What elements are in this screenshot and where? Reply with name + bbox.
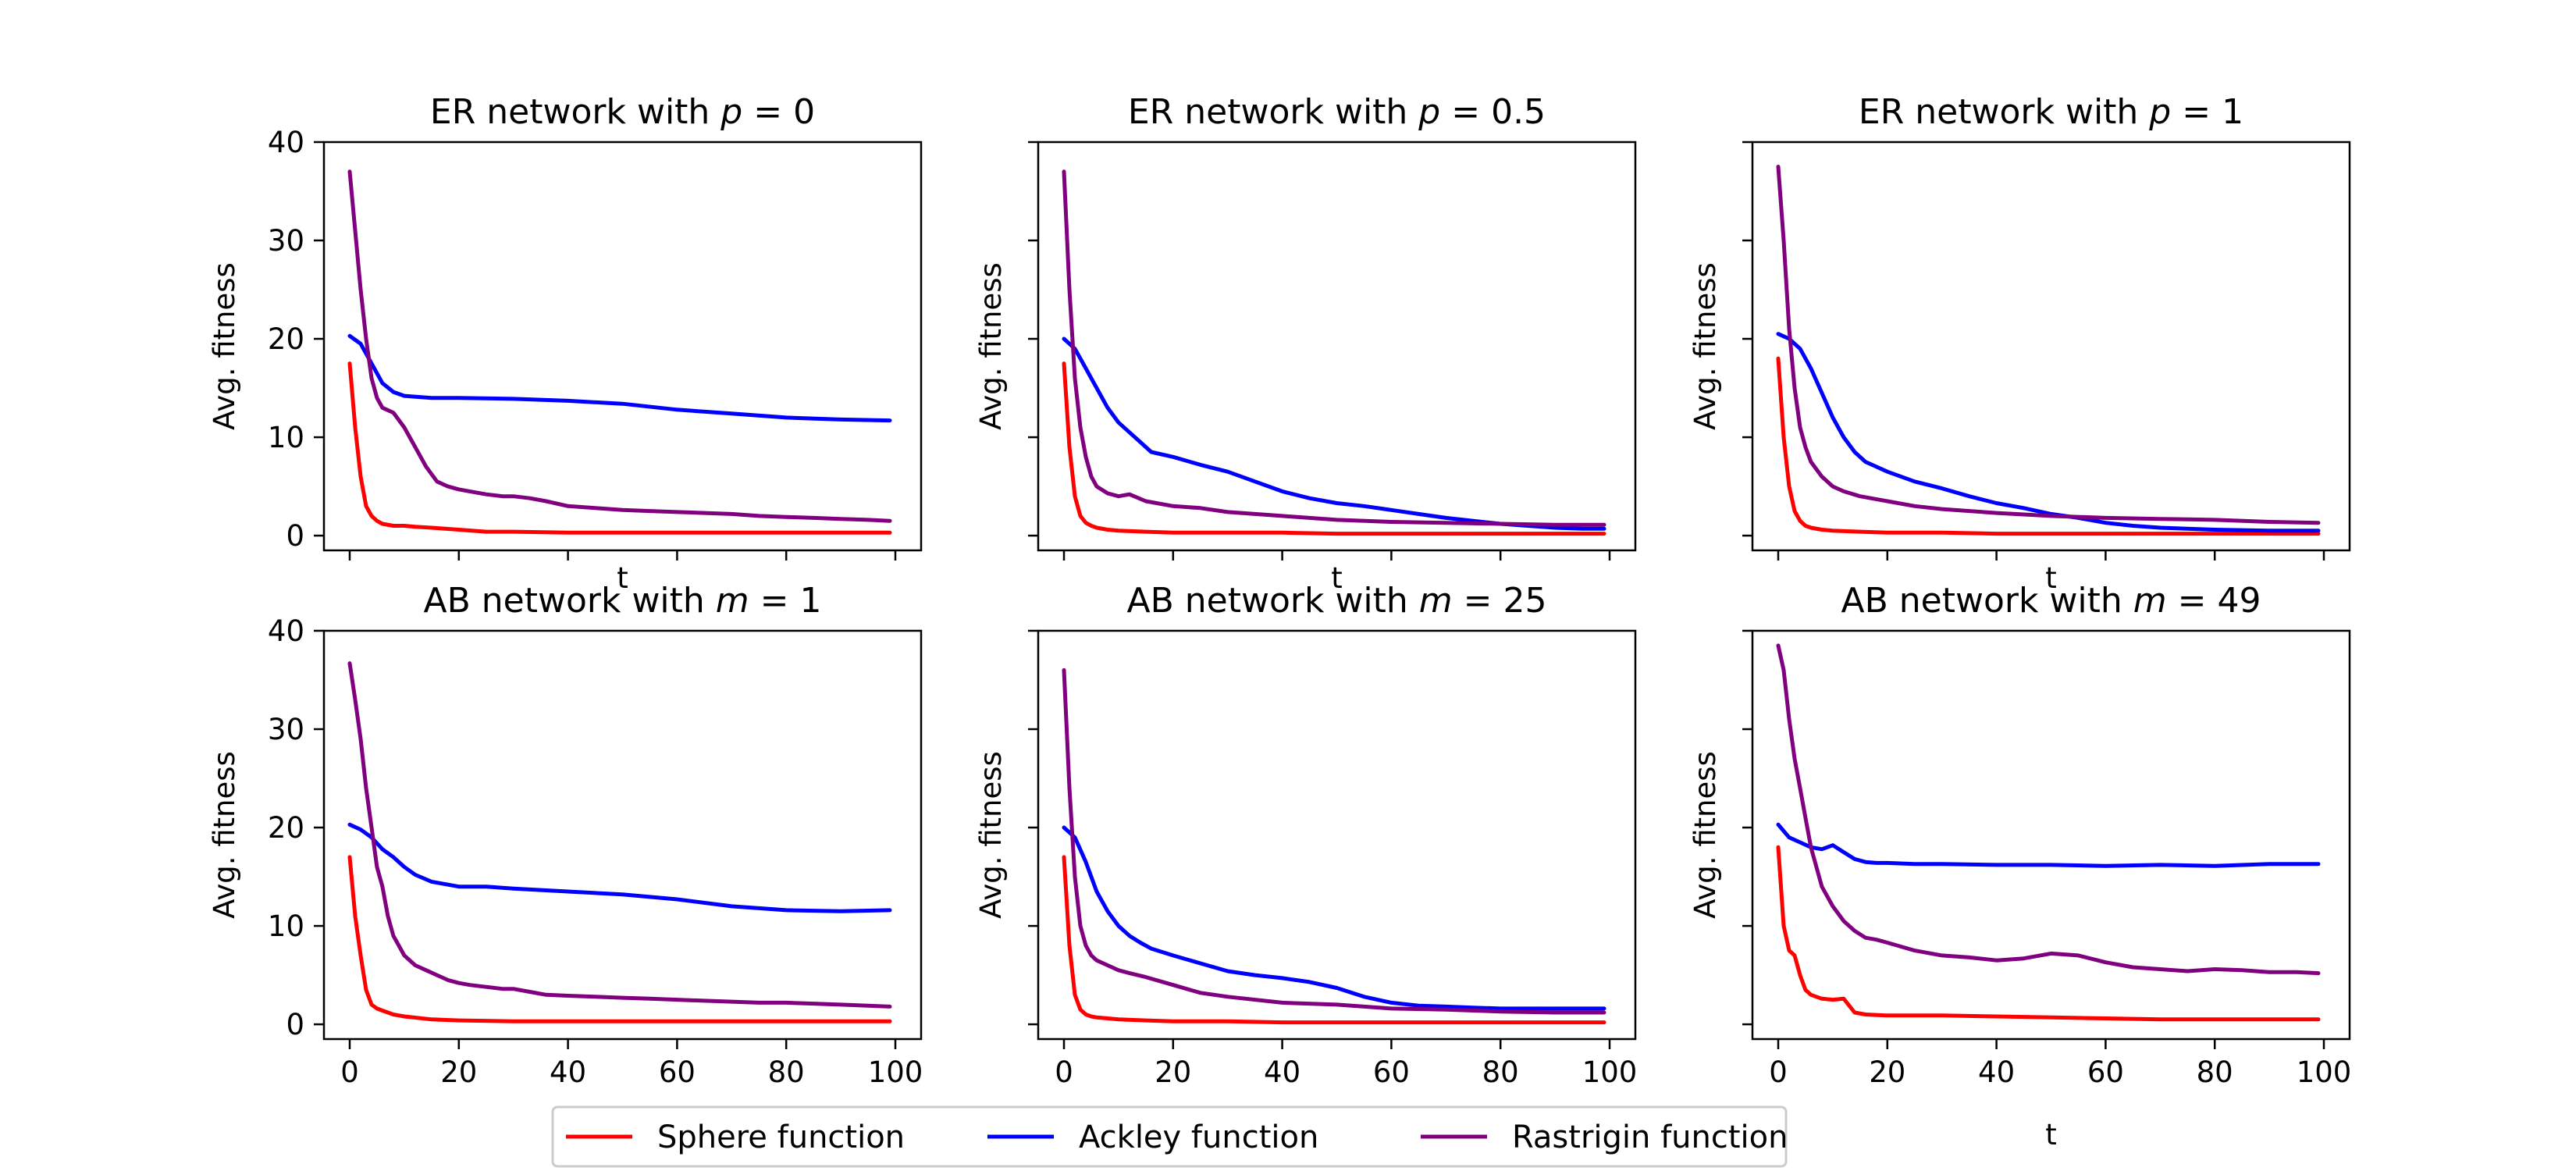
series-line: [1776, 845, 2321, 1022]
x-tick-label: 60: [2087, 1055, 2124, 1089]
legend-label-ackley: Ackley function: [1079, 1119, 1318, 1155]
x-tick-label: 20: [1155, 1055, 1191, 1089]
x-axis-label: t: [1331, 561, 1343, 595]
y-axis-label: Avg. fitness: [974, 751, 1008, 919]
series-line: [1062, 361, 1606, 536]
chart-panels: 0 10 20 30 40 t Avg. fitness ER network with p …: [208, 92, 2351, 1151]
x-axis-label: t: [617, 561, 628, 595]
panel-title: AB network with m = 49: [1841, 581, 2261, 621]
chart-panel: t Avg. fitness ER network with p = 1: [1688, 92, 2351, 595]
series-line: [1776, 332, 2321, 533]
y-axis-label: Avg. fitness: [974, 262, 1008, 430]
series-line: [1776, 356, 2321, 536]
y-tick-label: 40: [268, 126, 304, 159]
x-tick-label: 0: [340, 1055, 359, 1089]
series-line: [347, 855, 892, 1023]
series-line: [347, 822, 892, 913]
legend-label-rastrigin: Rastrigin function: [1512, 1119, 1788, 1155]
chart-panel: 0 20 40 60 80 100 t Avg. fitness AB network with…: [1688, 581, 2351, 1151]
x-tick-label: 0: [1769, 1055, 1788, 1089]
panel-title: ER network with p = 0: [430, 92, 815, 132]
legend-label-sphere: Sphere function: [657, 1119, 905, 1155]
y-tick-label: 40: [268, 614, 304, 648]
axes-frame: [322, 629, 923, 1041]
x-tick-label: 40: [1264, 1055, 1300, 1089]
series-line: [1062, 825, 1606, 1011]
x-tick-label: 0: [1055, 1055, 1073, 1089]
x-tick-label: 80: [2197, 1055, 2233, 1089]
y-tick-label: 10: [268, 421, 304, 454]
y-tick-label: 30: [268, 224, 304, 258]
x-tick-label: 100: [1582, 1055, 1638, 1089]
y-tick-label: 0: [286, 519, 304, 553]
x-axis-label: t: [2045, 561, 2057, 595]
x-tick-label: 20: [1869, 1055, 1905, 1089]
axes-frame: [322, 141, 923, 552]
x-tick-label: 60: [1373, 1055, 1410, 1089]
y-axis-label: Avg. fitness: [1688, 262, 1722, 430]
y-axis-label: Avg. fitness: [208, 262, 241, 430]
legend-frame: [551, 1105, 1788, 1168]
series-line: [1062, 855, 1606, 1025]
x-tick-label: 40: [1978, 1055, 2015, 1089]
x-tick-label: 60: [659, 1055, 696, 1089]
series-line: [1776, 643, 2321, 976]
panel-title: AB network with m = 1: [424, 581, 822, 621]
series-line: [1062, 667, 1606, 1015]
x-tick-label: 40: [550, 1055, 586, 1089]
x-axis-label: t: [2045, 1118, 2057, 1151]
axes-frame: [1037, 629, 1637, 1041]
axes-frame: [1751, 141, 2351, 552]
series-line: [347, 169, 892, 523]
panel-title: ER network with p = 0.5: [1128, 92, 1546, 132]
series-line: [347, 661, 892, 1009]
x-tick-label: 20: [440, 1055, 477, 1089]
x-tick-label: 80: [1482, 1055, 1519, 1089]
x-tick-label: 100: [868, 1055, 923, 1089]
chart-panel: 0 10 20 30 40 t Avg. fitness ER network with p …: [208, 92, 923, 595]
y-tick-label: 20: [268, 322, 304, 356]
panel-title: ER network with p = 1: [1859, 92, 2243, 132]
series-line: [347, 361, 892, 535]
legend: Sphere function Ackley function Rastrigi…: [551, 1105, 1788, 1168]
y-tick-label: 10: [268, 909, 304, 943]
axes-frame: [1751, 629, 2351, 1041]
chart-panel: t Avg. fitness ER network with p = 0.5: [974, 92, 1637, 595]
series-line: [1776, 822, 2321, 868]
y-tick-label: 0: [286, 1008, 304, 1041]
panel-title: AB network with m = 25: [1127, 581, 1547, 621]
axes-frame: [1037, 141, 1637, 552]
y-axis-label: Avg. fitness: [208, 751, 241, 919]
x-tick-label: 80: [768, 1055, 805, 1089]
y-axis-label: Avg. fitness: [1688, 751, 1722, 919]
series-line: [1776, 165, 2321, 525]
series-line: [347, 333, 892, 423]
y-tick-label: 20: [268, 811, 304, 845]
y-tick-label: 30: [268, 713, 304, 746]
x-tick-label: 100: [2297, 1055, 2352, 1089]
series-line: [1062, 169, 1606, 527]
